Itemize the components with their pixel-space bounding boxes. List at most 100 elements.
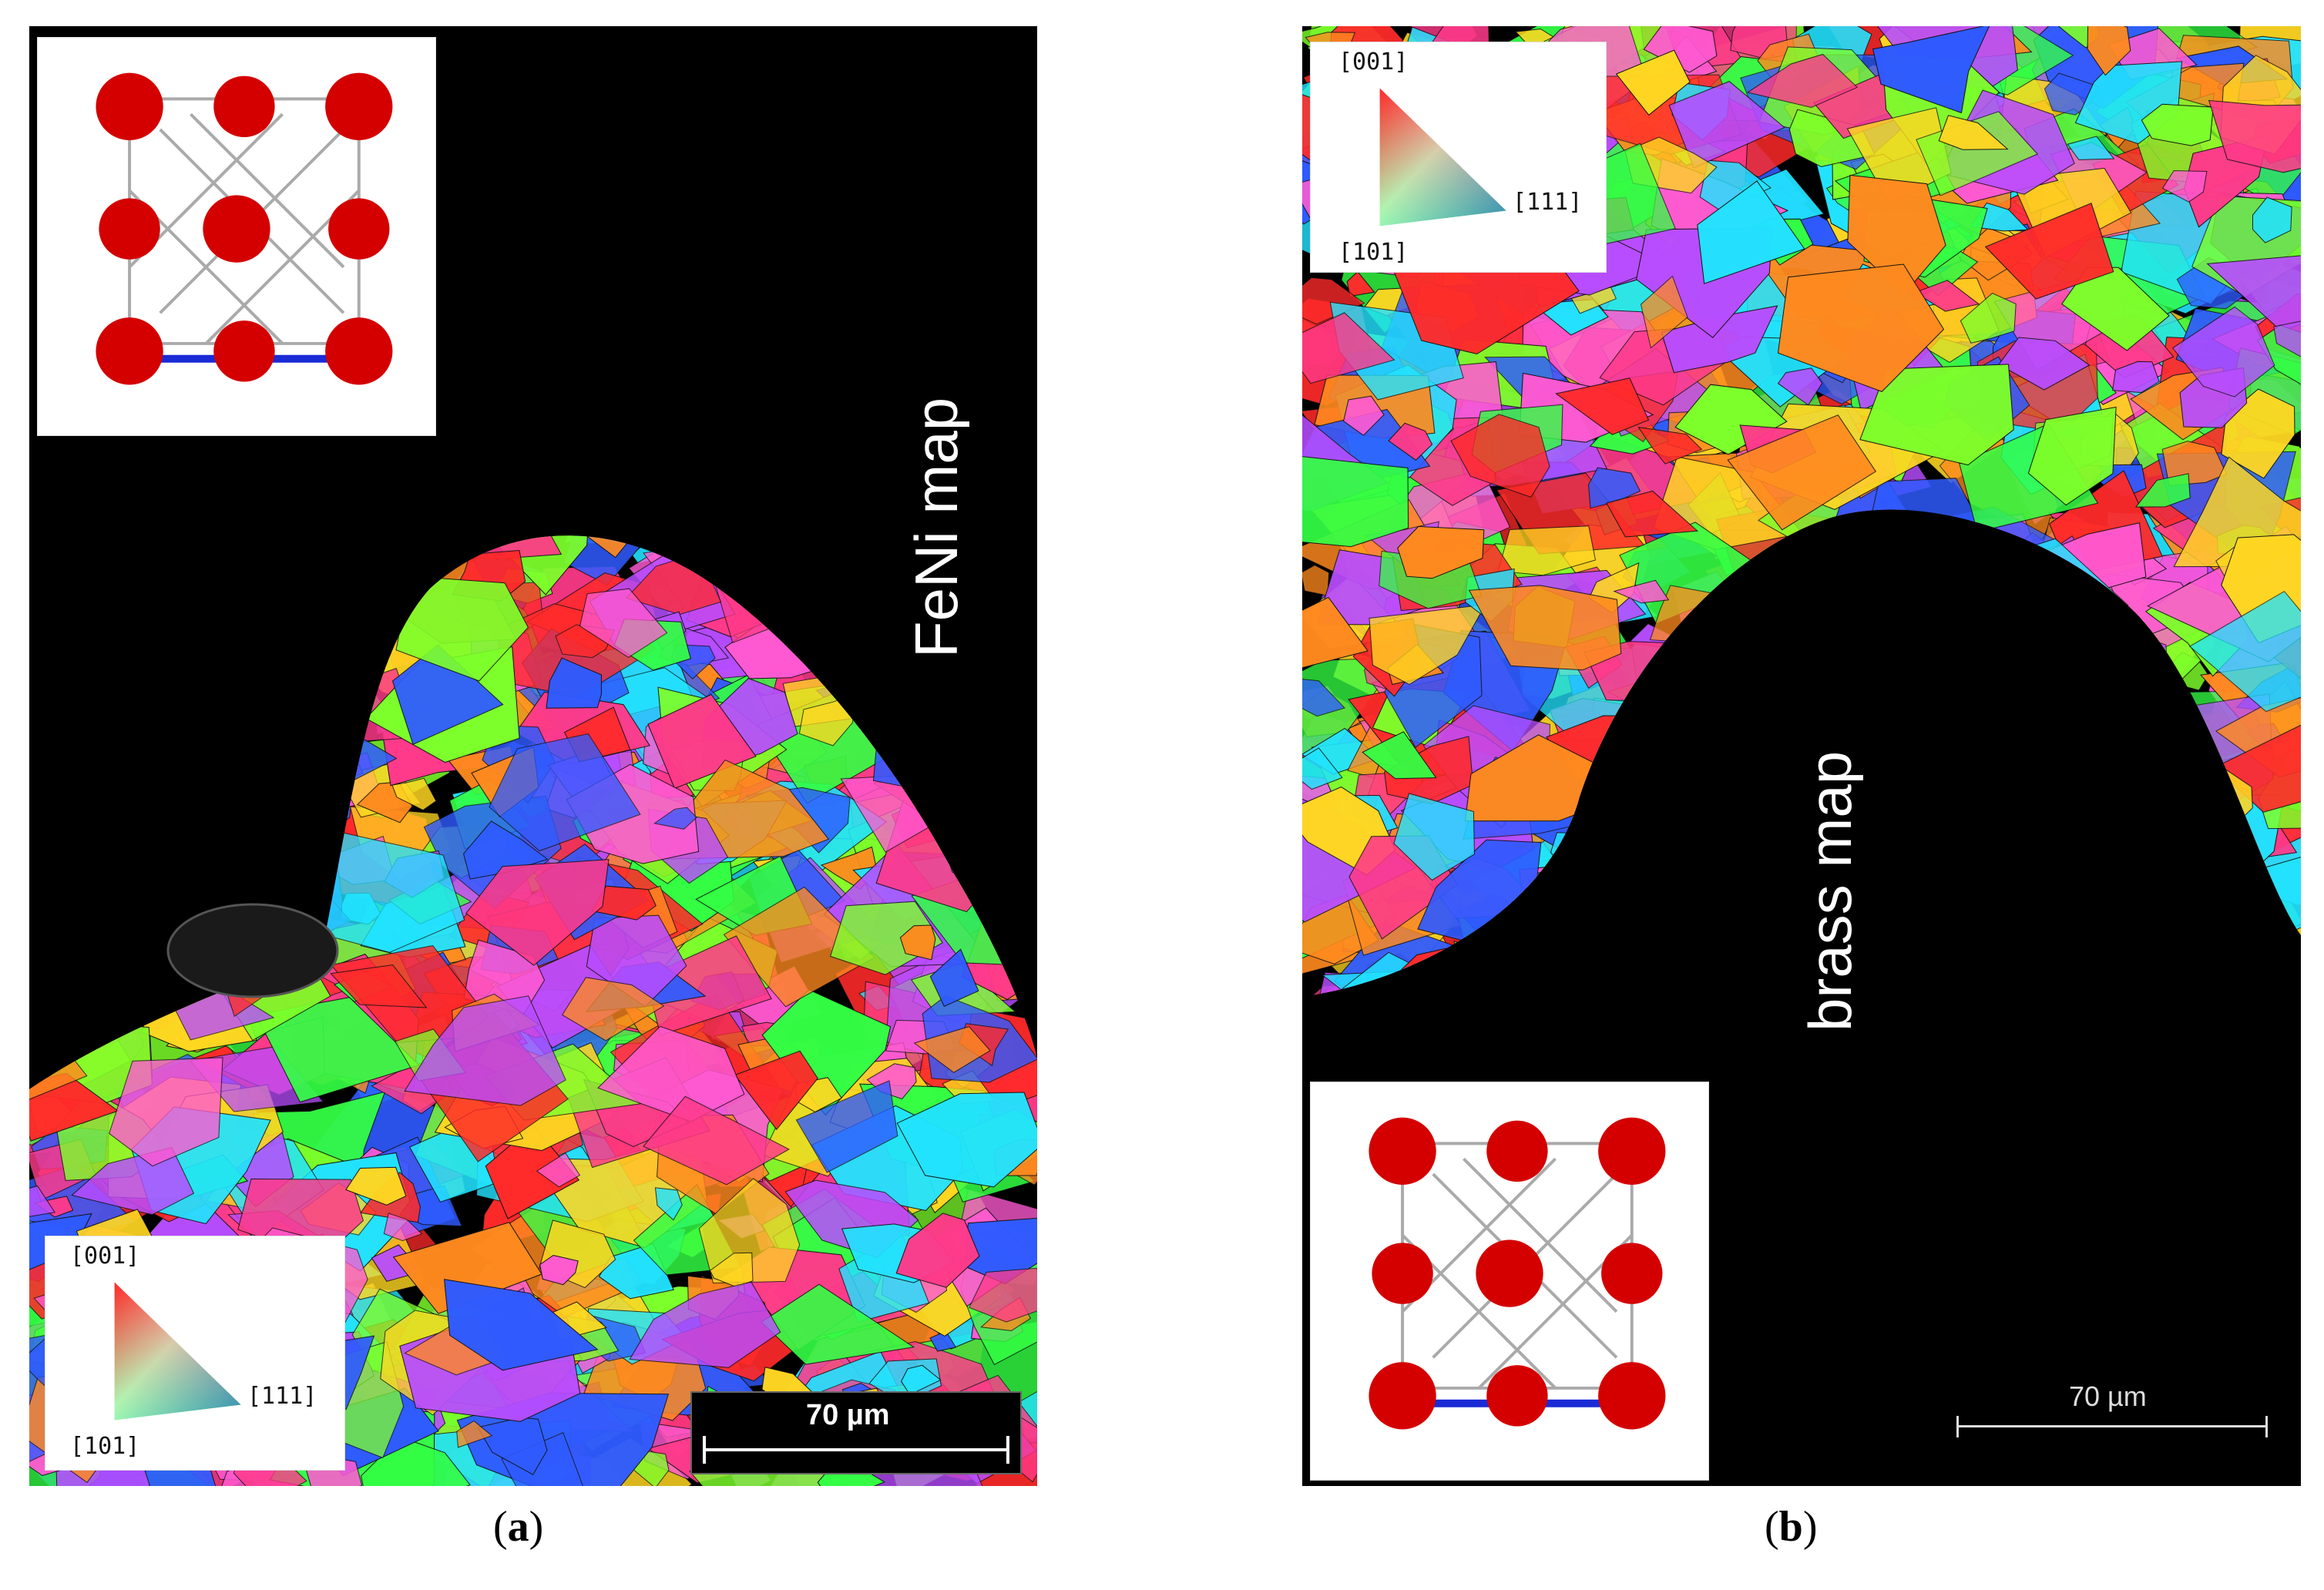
- grain: [1497, 525, 1597, 576]
- grain: [2100, 709, 2151, 733]
- grain: [901, 358, 954, 391]
- grain: [2084, 971, 2133, 997]
- grain: [657, 388, 739, 454]
- grain: [733, 189, 827, 306]
- grain: [783, 361, 841, 414]
- grain: [1838, 1390, 1879, 1417]
- scale-bar-a-text: 70 µm: [806, 1399, 890, 1431]
- grain: [2128, 1442, 2161, 1459]
- grain: [1839, 1260, 2013, 1383]
- grain: [176, 831, 260, 884]
- grain: [1776, 1198, 1837, 1231]
- grain: [2051, 1056, 2101, 1109]
- grain: [930, 777, 1016, 830]
- grain: [2014, 889, 2121, 993]
- panel-a-feni-map: FeNi map [001] [111] [101] 70 µm: [29, 26, 1037, 1486]
- grain: [448, 252, 523, 298]
- grain: [915, 176, 992, 236]
- grain: [1817, 1092, 1960, 1190]
- grain: [310, 535, 418, 573]
- grain: [1929, 1121, 1976, 1156]
- grain: [597, 55, 679, 105]
- grain: [64, 586, 106, 622]
- grain: [2050, 1032, 2221, 1120]
- grain: [2273, 318, 2301, 357]
- grain: [818, 573, 885, 624]
- grain: [29, 1021, 70, 1061]
- grain: [1414, 958, 1573, 997]
- grain: [822, 197, 912, 282]
- grain: [835, 273, 1019, 369]
- grain: [1902, 706, 2014, 819]
- grain: [1726, 1262, 1791, 1305]
- grain: [314, 451, 397, 522]
- grain: [243, 743, 341, 807]
- grain: [972, 329, 1007, 362]
- grain: [552, 340, 687, 425]
- grain: [1970, 1043, 2080, 1122]
- grain: [1429, 1037, 1464, 1068]
- grain: [444, 1279, 599, 1371]
- grain: [1831, 1377, 1949, 1424]
- grain: [29, 842, 116, 924]
- grain: [895, 1213, 980, 1288]
- grain: [579, 588, 668, 658]
- grain: [444, 306, 599, 377]
- grain: [1793, 1399, 1838, 1421]
- grain: [1876, 794, 1976, 894]
- grain: [421, 188, 519, 259]
- grain: [1814, 1112, 1939, 1200]
- grain: [42, 535, 176, 543]
- fcc-unit-cell-inset: [1310, 1082, 1709, 1481]
- grain: [1953, 665, 2023, 723]
- grain: [1862, 566, 2009, 689]
- grain: [1631, 965, 1771, 997]
- grain: [687, 292, 755, 346]
- grain: [105, 568, 264, 680]
- ipf-label-111: [111]: [247, 1383, 317, 1410]
- grain: [428, 323, 494, 384]
- caption-a-letter: a: [507, 1503, 529, 1551]
- grain: [1563, 937, 1610, 979]
- grain: [2267, 1063, 2301, 1103]
- grain: [1998, 811, 2081, 904]
- grain: [48, 535, 221, 623]
- grain: [575, 26, 665, 54]
- grain: [1438, 1014, 1493, 1047]
- grain: [1834, 1234, 1892, 1288]
- grain: [978, 92, 1018, 120]
- grain: [1953, 1197, 2054, 1235]
- grain: [2268, 1177, 2301, 1217]
- grain: [1861, 1009, 1923, 1082]
- grain: [2023, 1015, 2106, 1063]
- grain: [374, 535, 439, 542]
- grain: [303, 482, 409, 533]
- grain: [2095, 1437, 2190, 1486]
- grain: [221, 686, 354, 767]
- grain: [340, 535, 448, 582]
- grain: [654, 99, 741, 151]
- grain: [29, 1003, 99, 1039]
- grain: [885, 669, 985, 755]
- grain: [904, 207, 1037, 277]
- grain: [2093, 795, 2160, 863]
- grain: [989, 340, 1037, 369]
- panel-b-map-label: brass map: [1796, 750, 1864, 1031]
- grain: [1704, 956, 1765, 997]
- grain: [450, 324, 521, 405]
- grain: [917, 146, 975, 191]
- grain: [596, 156, 741, 251]
- grain: [1867, 1435, 1905, 1462]
- grain: [643, 1095, 790, 1186]
- grain: [109, 1057, 223, 1167]
- grain: [607, 343, 665, 371]
- grain: [29, 636, 112, 699]
- grain: [29, 760, 165, 881]
- grain: [1884, 575, 1961, 623]
- grain: [512, 342, 588, 418]
- grain: [516, 125, 571, 166]
- grain: [973, 145, 1037, 192]
- grain: [133, 691, 268, 780]
- grain: [951, 824, 1002, 855]
- grain: [252, 535, 394, 568]
